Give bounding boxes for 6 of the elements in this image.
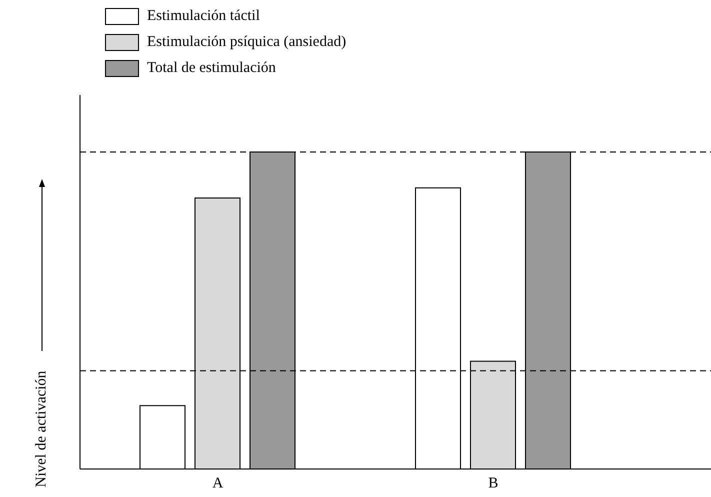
x-tick-label: B: [488, 476, 498, 492]
y-axis-title: Nivel de activación: [33, 370, 50, 488]
legend-label: Total de estimulación: [147, 60, 276, 77]
x-tick-label: A: [212, 476, 224, 492]
legend-label: Estimulación psíquica (ansiedad): [147, 34, 346, 51]
legend-label: Estimulación táctil: [147, 8, 260, 25]
